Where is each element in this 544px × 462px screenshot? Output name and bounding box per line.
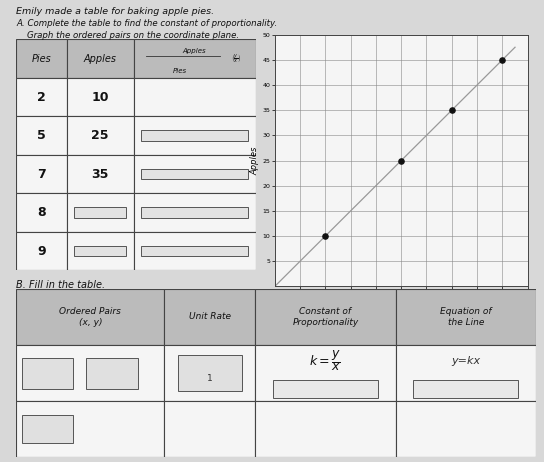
Bar: [16, 39, 66, 78]
Text: $\left(\frac{y}{x}\right)$: $\left(\frac{y}{x}\right)$: [231, 52, 242, 65]
Text: Equation of
the Line: Equation of the Line: [440, 307, 491, 327]
Bar: [134, 155, 256, 193]
Text: Apples: Apples: [183, 48, 207, 54]
Text: $k = \dfrac{y}{x}$: $k = \dfrac{y}{x}$: [310, 348, 342, 373]
Bar: [255, 345, 395, 401]
Text: Ordered Pairs
(x, y): Ordered Pairs (x, y): [59, 307, 121, 327]
Text: Emily made a table for baking apple pies.: Emily made a table for baking apple pies…: [16, 7, 214, 16]
Bar: [86, 358, 138, 389]
Bar: [273, 380, 378, 398]
Text: y=kx: y=kx: [451, 356, 480, 366]
Text: Constant of
Proportionality: Constant of Proportionality: [292, 307, 358, 327]
Point: [498, 56, 506, 63]
Text: A. Complete the table to find the constant of proportionality.: A. Complete the table to find the consta…: [16, 19, 277, 28]
Bar: [66, 78, 134, 116]
Bar: [74, 207, 126, 218]
Text: 10: 10: [91, 91, 109, 103]
Text: 9: 9: [37, 244, 46, 257]
Bar: [16, 289, 164, 345]
Text: 2: 2: [37, 91, 46, 103]
Bar: [16, 345, 164, 401]
Bar: [66, 232, 134, 270]
Bar: [16, 193, 66, 232]
Bar: [134, 193, 256, 232]
Bar: [134, 116, 256, 155]
Bar: [74, 246, 126, 256]
Text: 1: 1: [207, 374, 213, 383]
Bar: [134, 78, 256, 116]
Bar: [141, 207, 249, 218]
Point: [447, 106, 456, 114]
Bar: [255, 289, 395, 345]
Y-axis label: Apples: Apples: [251, 146, 260, 175]
Bar: [22, 415, 73, 444]
Bar: [66, 39, 134, 78]
Bar: [178, 355, 242, 391]
X-axis label: Pies: Pies: [393, 298, 410, 307]
Bar: [395, 289, 536, 345]
Bar: [134, 39, 256, 78]
Text: Pies: Pies: [32, 54, 51, 63]
Bar: [66, 193, 134, 232]
Text: 8: 8: [37, 206, 46, 219]
Bar: [22, 358, 73, 389]
Text: Unit Rate: Unit Rate: [189, 312, 231, 322]
Bar: [134, 232, 256, 270]
Bar: [66, 155, 134, 193]
Bar: [141, 169, 249, 179]
Bar: [395, 345, 536, 401]
Bar: [413, 380, 518, 398]
Point: [397, 157, 405, 164]
Bar: [16, 116, 66, 155]
Bar: [141, 246, 249, 256]
Bar: [164, 345, 255, 401]
Text: B. Fill in the table.: B. Fill in the table.: [16, 280, 106, 290]
Text: Pies: Pies: [173, 68, 187, 74]
Bar: [255, 401, 395, 457]
Bar: [164, 289, 255, 345]
Text: Apples: Apples: [84, 54, 116, 63]
Bar: [164, 401, 255, 457]
Text: 35: 35: [91, 168, 109, 181]
Bar: [395, 401, 536, 457]
Text: Graph the ordered pairs on the coordinate plane.: Graph the ordered pairs on the coordinat…: [27, 31, 239, 40]
Bar: [16, 155, 66, 193]
Bar: [16, 232, 66, 270]
Bar: [141, 130, 249, 141]
Bar: [16, 78, 66, 116]
Text: 7: 7: [37, 168, 46, 181]
Bar: [66, 116, 134, 155]
Text: 5: 5: [37, 129, 46, 142]
Text: 25: 25: [91, 129, 109, 142]
Point: [321, 232, 330, 240]
Bar: [16, 401, 164, 457]
